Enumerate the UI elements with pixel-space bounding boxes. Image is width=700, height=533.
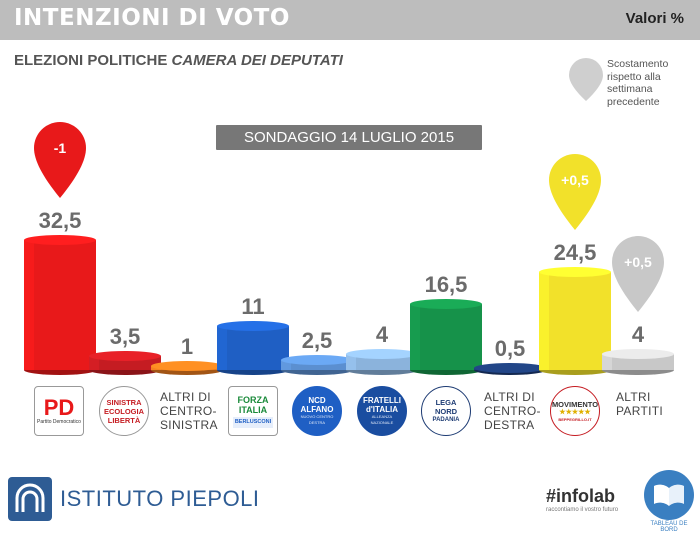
bars-layer [24,235,674,375]
altri-cd-label: ALTRI DI CENTRO- DESTRA [484,390,541,432]
tableau-brand: TABLEAU DE BORD [642,470,696,533]
bar-2 [89,351,161,375]
pd-logo: PD Partito Democratico [34,386,84,436]
altri-partiti-line: ALTRI [616,390,651,404]
lega-logo-text: LEGA NORD [434,398,458,416]
survey-date-box: SONDAGGIO 14 LUGLIO 2015 [216,125,482,150]
lega-logo-sub: PADANIA [432,417,460,423]
fi-logo-sub: BERLUSCONI [232,416,274,428]
bar-10 [602,349,674,375]
fi-logo: FORZA ITALIA BERLUSCONI [228,386,278,436]
infolab-slogan: raccontiamo il vostro futuro [546,507,619,513]
bar-6 [346,349,418,375]
value-label: 3,5 [110,324,141,349]
piepoli-name: ISTITUTO PIEPOLI [60,486,260,511]
bar-1 [24,235,96,375]
subtitle-italic: CAMERA DEI DEPUTATI [171,52,343,69]
subtitle: ELEZIONI POLITICHE CAMERA DEI DEPUTATI [14,52,343,69]
altri-cd-line: DESTRA [484,418,535,432]
value-label: 4 [632,322,645,347]
bar-9 [539,267,611,375]
piepoli-logo-icon [8,477,52,521]
altri-cd-line: ALTRI DI [484,390,535,404]
ncd-logo: NCD ALFANO NUOVO CENTRO DESTRA [292,386,342,436]
value-label: 1 [181,334,193,359]
m5s-logo-text: MOVIMENTO [551,399,599,409]
value-label: 4 [376,322,389,347]
change-pin-9: +0,5 [549,154,601,230]
pd-logo-sub: Partito Democratico [37,418,81,425]
altri-cs-line: SINISTRA [160,418,218,432]
m5s-logo-sub: BEPPEGRILLO.IT [558,416,592,422]
bar-5 [281,355,353,375]
pd-logo-text: PD [43,394,75,420]
altri-cd-line: CENTRO- [484,404,541,418]
fdi-logo: FRATELLI d'ITALIA ALLEANZA NAZIONALE [357,386,407,436]
value-label: 32,5 [39,208,82,233]
change-label: -1 [54,140,67,156]
bar-8 [474,363,546,375]
bar-4 [217,321,289,375]
fi-logo-text: FORZA ITALIA [237,394,269,415]
value-label: 11 [241,294,264,319]
altri-cs-label: ALTRI DI CENTRO- SINISTRA [160,390,218,432]
infolab-tag: #infolab [546,486,616,506]
change-label: +0,5 [624,254,652,270]
page-title: INTENZIONI DI VOTO [14,5,290,31]
value-label: 2,5 [302,328,333,353]
ncd-logo-text: NCD ALFANO [300,396,334,414]
value-label: 24,5 [554,240,597,265]
change-label: +0,5 [561,172,589,188]
tableau-caption: TABLEAU DE BORD [650,521,688,533]
change-pin-1: -1 [34,122,86,198]
piepoli-brand: ISTITUTO PIEPOLI [8,477,260,521]
bar-7 [410,299,482,375]
book-icon [644,470,694,520]
value-label: 0,5 [495,336,526,361]
fdi-logo-text: FRATELLI d'ITALIA [362,396,402,414]
sel-logo-text: SINISTRA ECOLOGIA LIBERTÀ [104,397,145,425]
lega-logo: LEGA NORD PADANIA [421,386,471,436]
bar-3 [151,361,223,375]
m5s-logo: MOVIMENTO ★★★★★ BEPPEGRILLO.IT [550,386,600,436]
altri-partiti-label: ALTRI PARTITI [616,390,663,418]
legend-pin-icon [569,58,603,101]
altri-cs-line: ALTRI DI [160,390,211,404]
change-pins-layer: -1 +0,5 +0,5 [34,122,664,312]
units-label: Valori % [625,10,684,27]
infolab-brand: #infolab raccontiamo il vostro futuro [546,486,618,513]
ncd-logo-sub: NUOVO CENTRO DESTRA [300,414,334,425]
fdi-logo-sub: ALLEANZA NAZIONALE [370,414,394,425]
header-bar: INTENZIONI DI VOTO Valori % [0,0,700,40]
change-pin-10: +0,5 [612,236,664,312]
m5s-stars-icon: ★★★★★ [559,408,591,416]
altri-partiti-line: PARTITI [616,404,663,418]
altri-cs-line: CENTRO- [160,404,217,418]
value-label: 16,5 [425,272,468,297]
sel-logo: SINISTRA ECOLOGIA LIBERTÀ [99,386,149,436]
legend-note: Scostamento rispetto alla settimana prec… [607,58,669,108]
subtitle-main: ELEZIONI POLITICHE [14,52,168,69]
